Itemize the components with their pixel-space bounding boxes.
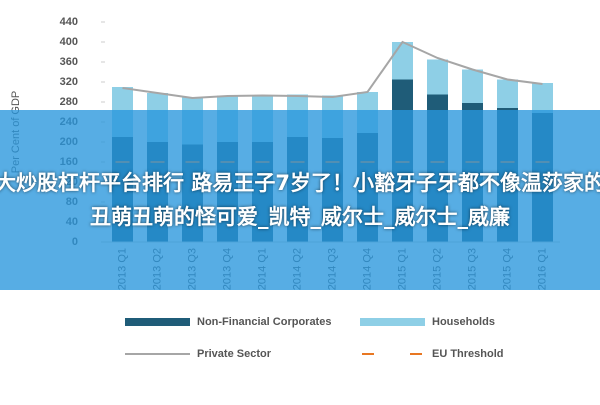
y-tick-label: 400 (60, 36, 78, 48)
overlay-text[interactable]: 十大炒股杠杆平台排行 路易王子7岁了！小豁牙子牙都不像温莎家的，丑萌丑萌的怪可爱… (0, 171, 600, 229)
y-tick-label: 320 (60, 76, 78, 88)
legend-swatch (125, 318, 190, 326)
bar-segment (532, 83, 553, 113)
legend-label: EU Threshold (432, 348, 504, 360)
y-tick-label: 440 (60, 16, 78, 28)
legend-label: Non-Financial Corporates (197, 316, 331, 328)
bar-segment (497, 79, 518, 108)
y-tick-label: 360 (60, 56, 78, 68)
legend-label: Private Sector (197, 348, 272, 360)
overlay-banner[interactable]: 十大炒股杠杆平台排行 路易王子7岁了！小豁牙子牙都不像温莎家的，丑萌丑萌的怪可爱… (0, 110, 600, 290)
bar-segment (427, 59, 448, 95)
line (122, 40, 543, 100)
bar-segment (392, 42, 413, 80)
legend-swatch (360, 318, 425, 326)
legend-label: Households (432, 316, 495, 328)
y-tick-label: 280 (60, 96, 78, 108)
bar-segment (462, 69, 483, 103)
